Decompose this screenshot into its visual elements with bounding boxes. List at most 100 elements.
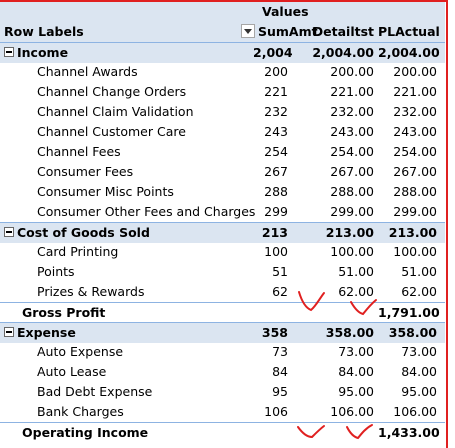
row-label: Gross Profit [22, 305, 106, 320]
section-row-cogs: Cost of Goods Sold 213 213.00 213.00 [0, 222, 445, 243]
dropdown-arrow-icon [244, 29, 252, 34]
cell-plactual: 1,433.00 [378, 425, 440, 440]
table-row: Channel Fees 254 254.00 254.00 [0, 142, 445, 162]
cell-sumamt: 100 [264, 244, 288, 259]
row-label: Consumer Fees [37, 164, 134, 179]
cell-plactual: 254.00 [393, 144, 437, 159]
table-row: Points 51 51.00 51.00 [0, 262, 445, 282]
cell-plactual: 200.00 [393, 64, 437, 79]
row-label: Expense [17, 325, 76, 340]
cell-sumamt: 84 [272, 364, 288, 379]
cell-sumamt: 106 [264, 404, 288, 419]
values-header-row: Values [0, 2, 445, 22]
cell-sumamt: 51 [272, 264, 288, 279]
cell-detailtst: 95.00 [338, 384, 374, 399]
cell-detailtst: 288.00 [330, 184, 374, 199]
cell-plactual: 299.00 [393, 204, 437, 219]
cell-detailtst: 267.00 [330, 164, 374, 179]
cell-plactual: 221.00 [393, 84, 437, 99]
cell-plactual: 106.00 [393, 404, 437, 419]
row-label: Income [17, 45, 69, 60]
cell-detailtst: 232.00 [330, 104, 374, 119]
row-label: Channel Claim Validation [37, 104, 194, 119]
cell-plactual: 73.00 [401, 344, 437, 359]
cell-plactual: 267.00 [393, 164, 437, 179]
cell-detailtst: 106.00 [330, 404, 374, 419]
cell-sumamt: 232 [264, 104, 288, 119]
cell-detailtst: 254.00 [330, 144, 374, 159]
cell-sumamt: 254 [264, 144, 288, 159]
section-row-expense: Expense 358 358.00 358.00 [0, 322, 445, 343]
cell-plactual: 243.00 [393, 124, 437, 139]
row-label: Consumer Other Fees and Charges [37, 204, 256, 219]
row-label: Card Printing [37, 244, 119, 259]
cell-sumamt: 267 [264, 164, 288, 179]
row-label: Cost of Goods Sold [17, 225, 150, 240]
values-caption: Values [262, 4, 309, 19]
cell-sumamt: 358 [261, 325, 288, 340]
collapse-minus-icon[interactable] [4, 47, 14, 57]
row-labels-filter-button[interactable] [241, 24, 255, 38]
collapse-minus-icon[interactable] [4, 227, 14, 237]
row-label: Channel Customer Care [37, 124, 186, 139]
cell-detailtst: 51.00 [338, 264, 374, 279]
table-row: Card Printing 100 100.00 100.00 [0, 242, 445, 262]
cell-detailtst: 73.00 [338, 344, 374, 359]
table-row: Channel Claim Validation 232 232.00 232.… [0, 102, 445, 122]
cell-plactual: 95.00 [401, 384, 437, 399]
cell-plactual: 2,004.00 [378, 45, 440, 60]
row-label: Auto Lease [37, 364, 107, 379]
cell-plactual: 84.00 [401, 364, 437, 379]
table-row: Consumer Fees 267 267.00 267.00 [0, 162, 445, 182]
table-row: Auto Lease 84 84.00 84.00 [0, 362, 445, 382]
row-label: Bad Debt Expense [37, 384, 153, 399]
cell-plactual: 1,791.00 [378, 305, 440, 320]
check-mark [297, 425, 325, 439]
cell-plactual: 213.00 [388, 225, 437, 240]
cell-plactual: 62.00 [401, 284, 437, 299]
cell-detailtst: 299.00 [330, 204, 374, 219]
row-label: Channel Change Orders [37, 84, 187, 99]
row-label: Points [37, 264, 75, 279]
cell-sumamt: 95 [272, 384, 288, 399]
cell-sumamt: 288 [264, 184, 288, 199]
cell-detailtst: 62.00 [338, 284, 374, 299]
cell-detailtst: 2,004.00 [312, 45, 374, 60]
row-label: Consumer Misc Points [37, 184, 174, 199]
cell-sumamt: 213 [261, 225, 288, 240]
col-detailtst-header[interactable]: Detailtst [312, 24, 374, 39]
table-row: Consumer Misc Points 288 288.00 288.00 [0, 182, 445, 202]
table-row: Channel Change Orders 221 221.00 221.00 [0, 82, 445, 102]
cell-sumamt: 221 [264, 84, 288, 99]
subtotal-row-gross-profit: Gross Profit 1,791.00 [0, 302, 445, 323]
col-plactual-header[interactable]: PLActual [378, 24, 440, 39]
cell-sumamt: 62 [272, 284, 288, 299]
cell-sumamt: 200 [264, 64, 288, 79]
check-mark [298, 291, 325, 312]
collapse-minus-icon[interactable] [4, 327, 14, 337]
cell-detailtst: 100.00 [330, 244, 374, 259]
table-row: Consumer Other Fees and Charges 299 299.… [0, 202, 445, 222]
check-mark [346, 424, 373, 440]
cell-detailtst: 243.00 [330, 124, 374, 139]
table-row: Prizes & Rewards 62 62.00 62.00 [0, 282, 445, 302]
section-row-income: Income 2,004 2,004.00 2,004.00 [0, 42, 445, 63]
cell-detailtst: 213.00 [325, 225, 374, 240]
cell-sumamt: 73 [272, 344, 288, 359]
cell-plactual: 51.00 [401, 264, 437, 279]
cell-plactual: 232.00 [393, 104, 437, 119]
table-row: Bank Charges 106 106.00 106.00 [0, 402, 445, 422]
cell-detailtst: 358.00 [325, 325, 374, 340]
cell-detailtst: 84.00 [338, 364, 374, 379]
column-header-row: Row Labels SumAmt Detailtst PLActual [0, 22, 445, 43]
check-mark [350, 299, 377, 316]
row-label: Operating Income [22, 425, 149, 440]
table-row: Channel Awards 200 200.00 200.00 [0, 62, 445, 82]
cell-sumamt: 299 [264, 204, 288, 219]
red-annotation-top [0, 0, 447, 2]
cell-plactual: 288.00 [393, 184, 437, 199]
cell-detailtst: 200.00 [330, 64, 374, 79]
row-labels-header[interactable]: Row Labels [4, 24, 84, 39]
